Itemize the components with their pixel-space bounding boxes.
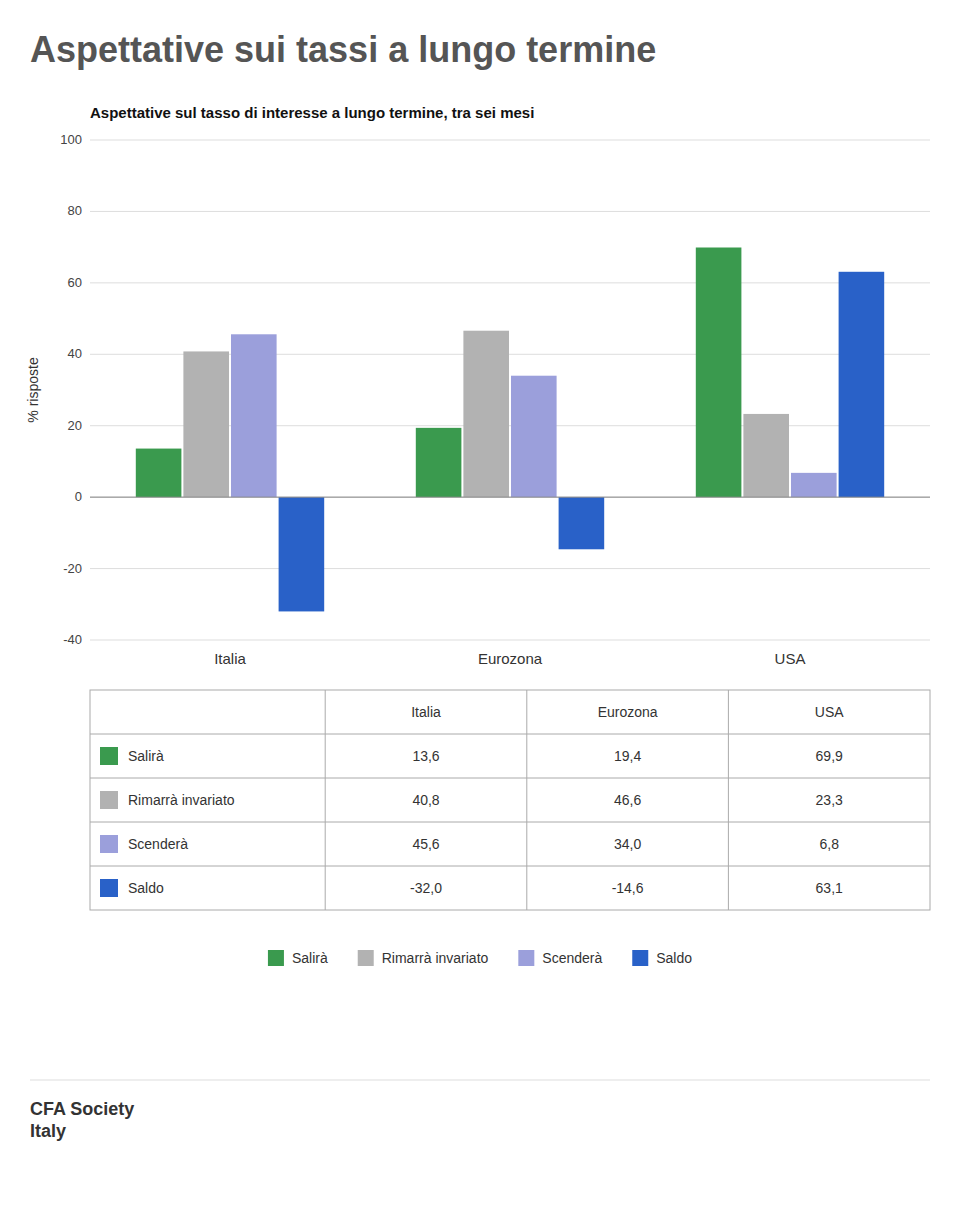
legend-item: Scenderà <box>518 950 602 966</box>
legend-swatch <box>268 950 284 966</box>
y-tick-label: 100 <box>60 132 82 147</box>
table-row-label: Salirà <box>128 748 164 764</box>
bar <box>231 334 277 497</box>
table-row-line <box>90 778 930 779</box>
table-header: USA <box>815 704 844 720</box>
bar <box>463 331 509 497</box>
y-tick-label: 0 <box>75 489 82 504</box>
y-tick-label: -20 <box>63 561 82 576</box>
bar <box>791 473 837 497</box>
page: Aspettative sui tassi a lungo termine Asp… <box>0 0 960 1217</box>
grid-line <box>90 568 930 569</box>
table-row-label: Saldo <box>128 880 164 896</box>
table-header: Italia <box>411 704 441 720</box>
table-value: 40,8 <box>412 792 439 808</box>
legend-label: Salirà <box>292 950 328 966</box>
table-value: 13,6 <box>412 748 439 764</box>
y-tick-label: 40 <box>68 346 82 361</box>
table-row-line <box>90 734 930 735</box>
chart-title: Aspettative sul tasso di interesse a lun… <box>90 104 534 121</box>
table-value: 34,0 <box>614 836 641 852</box>
table-swatch <box>100 835 118 853</box>
legend-swatch <box>358 950 374 966</box>
table-swatch <box>100 791 118 809</box>
bar <box>416 428 462 497</box>
bar <box>279 497 325 611</box>
grid-line <box>90 211 930 212</box>
table-value: 45,6 <box>412 836 439 852</box>
series-bars <box>183 331 789 497</box>
grid-line <box>90 497 930 498</box>
bar <box>559 497 605 549</box>
table-value: 46,6 <box>614 792 641 808</box>
table-col-line <box>325 690 326 910</box>
bar <box>839 272 885 497</box>
legend-swatch <box>518 950 534 966</box>
bar <box>136 449 182 498</box>
table-col-line <box>728 690 729 910</box>
table-header: Eurozona <box>598 704 658 720</box>
x-tick-label: Italia <box>214 650 246 667</box>
table-swatch <box>100 879 118 897</box>
legend-item: Rimarrà invariato <box>358 950 489 966</box>
table-swatch <box>100 747 118 765</box>
baseline <box>90 497 930 498</box>
grid-line <box>90 640 930 641</box>
legend-item: Salirà <box>268 950 328 966</box>
y-tick-label: 20 <box>68 418 82 433</box>
x-tick-label: USA <box>775 650 806 667</box>
grid <box>90 140 930 640</box>
footer: CFA SocietyItaly <box>30 1080 930 1141</box>
table-border <box>90 690 930 910</box>
table-value: -32,0 <box>410 880 442 896</box>
table-row-line <box>90 866 930 867</box>
grid-line <box>90 140 930 141</box>
table-value: 23,3 <box>816 792 843 808</box>
x-tick-label: Eurozona <box>478 650 543 667</box>
table-value: 63,1 <box>816 880 843 896</box>
footer-rule <box>30 1080 930 1081</box>
table-value: 19,4 <box>614 748 641 764</box>
y-tick-label: 60 <box>68 275 82 290</box>
bar <box>743 414 789 497</box>
bar <box>696 248 742 498</box>
table: Italia Eurozona USA Salirà 13,6 19,4 69,9 Rimar… <box>90 690 930 910</box>
series-bars <box>136 248 742 498</box>
bar <box>511 376 557 497</box>
y-tick-label: 80 <box>68 203 82 218</box>
y-axis-label: % risposte <box>25 357 41 423</box>
table-col-line <box>526 690 527 910</box>
legend-label: Saldo <box>656 950 692 966</box>
table-value: 6,8 <box>819 836 839 852</box>
footer-text: CFA Society <box>30 1099 134 1119</box>
legend-label: Rimarrà invariato <box>382 950 489 966</box>
bars <box>136 248 884 612</box>
table-row-label: Scenderà <box>128 836 188 852</box>
table-value: -14,6 <box>612 880 644 896</box>
legend-label: Scenderà <box>542 950 602 966</box>
table-row-label: Rimarrà invariato <box>128 792 235 808</box>
table-row-line <box>90 822 930 823</box>
grid-line <box>90 282 930 283</box>
table-value: 69,9 <box>816 748 843 764</box>
legend-item: Saldo <box>632 950 692 966</box>
main-title: Aspettative sui tassi a lungo termine <box>30 29 656 70</box>
footer-text: Italy <box>30 1121 66 1141</box>
legend-swatch <box>632 950 648 966</box>
series-bars <box>231 334 837 497</box>
legend: Salirà Rimarrà invariato Scenderà Saldo <box>268 950 692 966</box>
y-tick-label: -40 <box>63 632 82 647</box>
bar <box>183 351 229 497</box>
series-bars <box>279 272 885 612</box>
